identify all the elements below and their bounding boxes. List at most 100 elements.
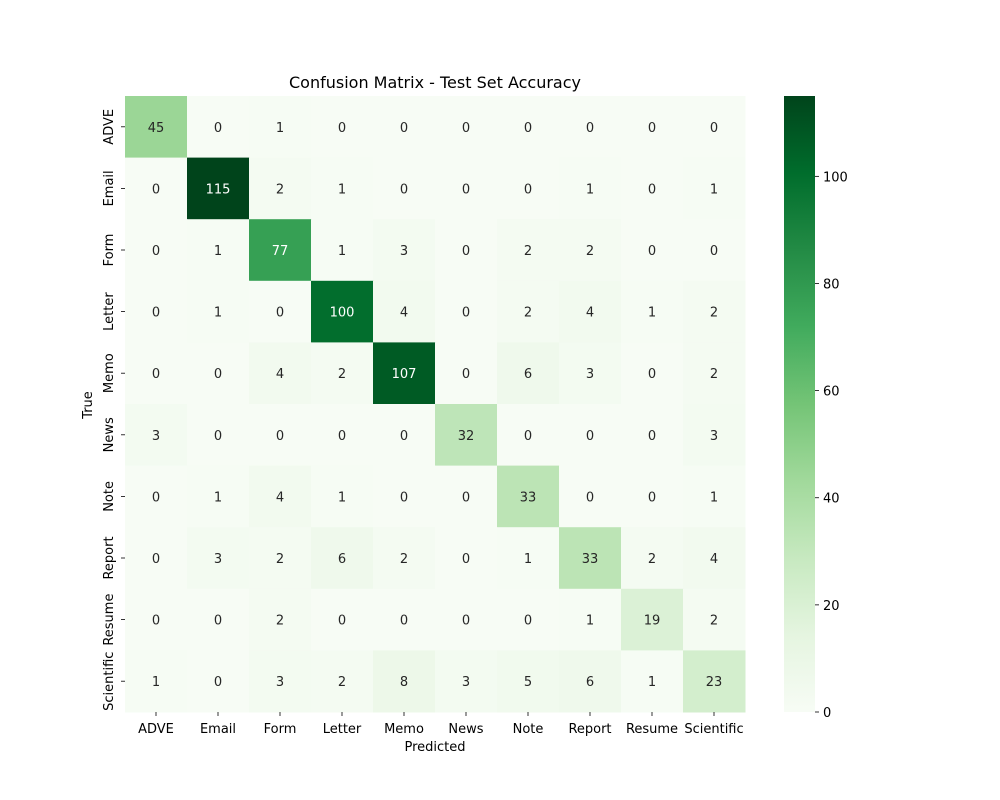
heatmap-cell	[683, 219, 746, 282]
heatmap-cell	[249, 96, 312, 159]
cell-value-label: 107	[392, 367, 417, 382]
cell-value-label: 0	[276, 429, 284, 444]
x-tick-label: News	[448, 722, 483, 737]
cell-value-label: 2	[524, 244, 532, 259]
cell-value-label: 0	[338, 121, 346, 136]
heatmap-cell	[683, 404, 746, 467]
cell-value-label: 1	[214, 490, 222, 505]
cell-value-label: 4	[276, 367, 284, 382]
heatmap-cell	[249, 157, 312, 220]
heatmap-cell	[187, 465, 250, 528]
heatmap-cell	[683, 280, 746, 343]
cell-value-label: 6	[586, 675, 594, 690]
heatmap-cell	[435, 280, 498, 343]
heatmap-cell	[435, 157, 498, 220]
heatmap-cell	[559, 280, 622, 343]
cell-value-label: 0	[276, 306, 284, 321]
cell-value-label: 0	[648, 429, 656, 444]
cell-value-label: 0	[710, 244, 718, 259]
cell-value-label: 0	[710, 121, 718, 136]
heatmap-cell	[125, 96, 188, 159]
heatmap-cell	[559, 219, 622, 282]
cell-value-label: 1	[524, 552, 532, 567]
cell-value-label: 4	[586, 306, 594, 321]
heatmap-cell	[621, 219, 684, 282]
heatmap-cell	[435, 219, 498, 282]
heatmap-cell	[125, 527, 188, 590]
cell-value-label: 32	[458, 429, 475, 444]
x-tick-label: Resume	[626, 722, 678, 737]
cell-value-label: 33	[520, 490, 537, 505]
cell-value-label: 0	[214, 675, 222, 690]
x-axis-label: Predicted	[404, 740, 465, 755]
heatmap-cell	[311, 404, 374, 467]
heatmap-cell	[249, 465, 312, 528]
heatmap-cell	[621, 280, 684, 343]
heatmap-cell	[559, 157, 622, 220]
colorbar-tick-label: 100	[823, 170, 848, 185]
y-tick-label: Memo	[102, 353, 117, 393]
cell-value-label: 2	[276, 552, 284, 567]
heatmap-cell	[497, 157, 560, 220]
cell-value-label: 3	[710, 429, 718, 444]
heatmap-cell	[559, 404, 622, 467]
cell-value-label: 0	[462, 490, 470, 505]
cell-value-label: 4	[276, 490, 284, 505]
cell-value-label: 1	[276, 121, 284, 136]
heatmap-cell	[311, 588, 374, 651]
heatmap-cell	[621, 588, 684, 651]
heatmap-cell	[559, 588, 622, 651]
cell-value-label: 1	[338, 490, 346, 505]
heatmap-cell	[311, 465, 374, 528]
cell-value-label: 0	[524, 182, 532, 197]
chart-title: Confusion Matrix - Test Set Accuracy	[289, 73, 581, 92]
cell-value-label: 1	[710, 182, 718, 197]
heatmap-cell	[621, 527, 684, 590]
heatmap-cell	[249, 650, 312, 713]
heatmap-cell	[435, 527, 498, 590]
heatmap-cell	[125, 650, 188, 713]
heatmap-cell	[435, 404, 498, 467]
colorbar-tick-label: 0	[823, 706, 831, 721]
cell-value-label: 1	[152, 675, 160, 690]
y-tick-label: Scientific	[102, 652, 117, 711]
x-tick-label: Email	[200, 722, 236, 737]
heatmap-cell	[373, 465, 436, 528]
cell-value-label: 0	[152, 490, 160, 505]
cell-value-label: 2	[710, 367, 718, 382]
y-tick-label: ADVE	[102, 109, 117, 145]
cell-value-label: 2	[524, 306, 532, 321]
y-tick-label: Resume	[102, 594, 117, 646]
heatmap-cell	[497, 404, 560, 467]
heatmap-cell	[187, 342, 250, 405]
heatmap-cell	[683, 465, 746, 528]
heatmap-cell	[125, 404, 188, 467]
heatmap-cell	[373, 342, 436, 405]
heatmap-cell	[559, 96, 622, 159]
heatmap-cell	[187, 650, 250, 713]
cell-value-label: 0	[152, 367, 160, 382]
x-tick-label: Memo	[384, 722, 424, 737]
cell-value-label: 6	[338, 552, 346, 567]
heatmap-cell	[621, 342, 684, 405]
cell-value-label: 1	[338, 182, 346, 197]
cell-value-label: 0	[462, 552, 470, 567]
cell-value-label: 0	[648, 182, 656, 197]
cell-value-label: 0	[462, 182, 470, 197]
heatmap-cell	[683, 342, 746, 405]
heatmap-cell	[373, 96, 436, 159]
cell-value-label: 100	[330, 306, 355, 321]
cell-value-label: 1	[648, 306, 656, 321]
heatmap-cell	[683, 157, 746, 220]
heatmap-cell	[311, 157, 374, 220]
cell-value-label: 2	[710, 306, 718, 321]
cell-value-label: 0	[462, 614, 470, 629]
cell-value-label: 1	[214, 244, 222, 259]
cell-value-label: 0	[524, 614, 532, 629]
cell-value-label: 2	[586, 244, 594, 259]
y-tick-label: Report	[102, 536, 117, 579]
cell-value-label: 2	[338, 367, 346, 382]
cell-value-label: 1	[586, 614, 594, 629]
colorbar-tick-label: 40	[823, 492, 840, 507]
cell-value-label: 0	[214, 614, 222, 629]
